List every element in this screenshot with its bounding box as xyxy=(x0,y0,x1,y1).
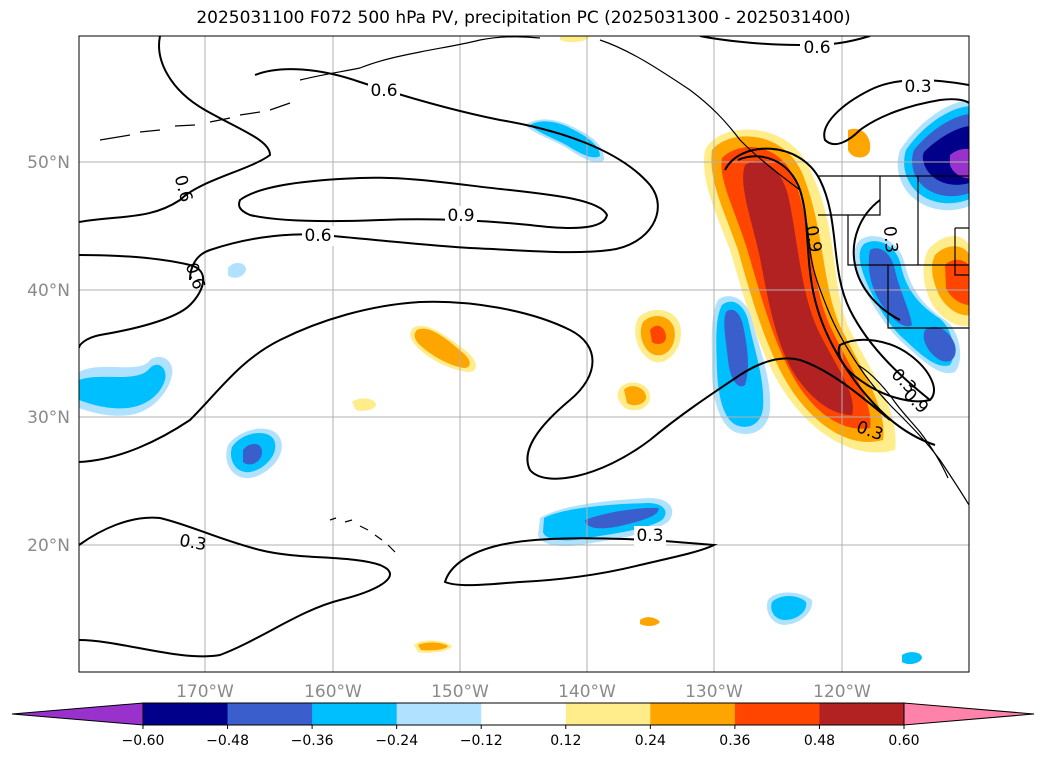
contour-label: 0.3 xyxy=(636,526,663,546)
aleutian-islands xyxy=(99,102,291,141)
contour-labels: 0.6 0.6 0.6 0.6 0.9 0.6 0.3 0.3 0.9 0.3 … xyxy=(170,38,934,555)
pv-contour-0.9-coast xyxy=(737,155,936,446)
colorbar-frame xyxy=(142,702,905,726)
contour-label: 0.6 xyxy=(803,38,830,58)
precip-negative-patch-20 xyxy=(868,248,912,327)
contour-label: 0.9 xyxy=(801,224,825,254)
colorbar-segment xyxy=(481,703,567,725)
lon-label-120w: 120°W xyxy=(813,682,871,702)
lon-label-150w: 150°W xyxy=(431,682,489,702)
pv-contour-0.6-upper xyxy=(189,68,659,281)
lat-label-50n: 50°N xyxy=(27,153,70,173)
lon-label-130w: 130°W xyxy=(685,682,743,702)
colorbar-tick-label: −0.24 xyxy=(375,733,418,749)
map-title: 2025031100 F072 500 hPa PV, precipitatio… xyxy=(196,8,851,28)
precip-negative-patch-16 xyxy=(771,596,807,620)
longitude-labels: 170°W 160°W 150°W 140°W 130°W 120°W xyxy=(176,682,871,702)
precip-positive-patch-16 xyxy=(560,36,590,43)
pv-contour-0.3-south xyxy=(79,516,391,658)
state-border-4 xyxy=(887,265,969,329)
lat-label-20n: 20°N xyxy=(27,536,70,556)
pv-contour-0.6-top xyxy=(699,36,871,47)
precip-positive-patch-15 xyxy=(640,617,660,627)
colorbar-ticks: −0.60 −0.48 −0.36 −0.24 −0.12 0.12 0.24 0.36 0.4… xyxy=(122,725,920,749)
lat-label-30n: 30°N xyxy=(27,408,70,428)
bc-coast xyxy=(599,39,801,191)
precip-positive-patch-12 xyxy=(352,398,376,411)
colorbar: −0.60 −0.48 −0.36 −0.24 −0.12 0.12 0.24 0.36 0.4… xyxy=(11,702,1035,749)
colorbar-tick-label: −0.48 xyxy=(206,733,249,749)
hawaii-islands xyxy=(329,517,396,553)
colorbar-tick-label: 0.48 xyxy=(804,733,835,749)
precip-negative-patch-5 xyxy=(243,443,262,465)
colorbar-extend-left xyxy=(11,702,144,726)
pv-contour-0.6-north xyxy=(79,36,272,223)
precip-positive-patch-14 xyxy=(418,642,448,651)
pv-contour-loop-se xyxy=(837,338,935,403)
colorbar-segment xyxy=(143,703,229,725)
lon-label-140w: 140°W xyxy=(558,682,616,702)
pv-contour-0.6-left xyxy=(79,254,205,349)
pv-contour-0.3-coast xyxy=(724,147,931,401)
colorbar-segments xyxy=(143,703,905,725)
pv-contours xyxy=(79,36,969,658)
pv-contour-0.3-se xyxy=(852,199,901,321)
colorbar-segment xyxy=(396,703,482,725)
state-border-6 xyxy=(954,228,969,276)
precip-negative-patch-14 xyxy=(724,309,748,387)
contour-label: 0.3 xyxy=(879,225,901,254)
colorbar-segment xyxy=(227,703,313,725)
precip-negative-patch-17 xyxy=(902,652,922,665)
colorbar-tick-label: 0.60 xyxy=(888,733,919,749)
precip-positive-coast-048 xyxy=(743,161,853,415)
colorbar-segment xyxy=(650,703,736,725)
pv-contour-0.3-ne xyxy=(823,79,969,146)
lon-label-160w: 160°W xyxy=(304,682,362,702)
colorbar-tick-label: −0.12 xyxy=(460,733,503,749)
coastlines xyxy=(99,36,969,553)
contour-label: 0.6 xyxy=(304,226,331,246)
pv-contour-0.3-main xyxy=(79,300,891,480)
precip-negative-patch-11 xyxy=(585,507,659,529)
colorbar-tick-label: −0.60 xyxy=(122,733,165,749)
map-border xyxy=(78,35,970,673)
state-border-1 xyxy=(818,176,881,216)
colorbar-segment xyxy=(819,703,905,725)
colorbar-segment xyxy=(734,703,820,725)
precip-negative-patch-21 xyxy=(923,326,956,362)
precip-positive-patch-11 xyxy=(414,328,470,368)
colorbar-extend-right xyxy=(903,702,1035,726)
precip-negative-patch-2 xyxy=(79,364,166,409)
precip-negative-patch-6 xyxy=(228,262,246,278)
alaska-coast xyxy=(299,36,541,81)
colorbar-segment xyxy=(565,703,651,725)
lon-label-170w: 170°W xyxy=(176,682,234,702)
colorbar-tick-label: −0.36 xyxy=(291,733,334,749)
contour-label: 0.9 xyxy=(447,206,474,226)
contour-label: 0.3 xyxy=(178,531,208,555)
contour-label: 0.6 xyxy=(370,81,397,101)
precip-negative-patch-26 xyxy=(950,148,969,179)
precip-positive-patch-9 xyxy=(624,386,647,406)
pv-contour-0.3-east xyxy=(443,537,718,587)
precip-positive-patch-7 xyxy=(650,325,667,344)
colorbar-segment xyxy=(312,703,398,725)
baja-coast xyxy=(857,364,949,479)
latitude-labels: 50°N 40°N 30°N 20°N xyxy=(27,153,70,556)
colorbar-tick-label: 0.24 xyxy=(635,733,666,749)
state-border-2 xyxy=(847,215,969,266)
contour-label: 0.3 xyxy=(904,77,931,97)
lat-label-40n: 40°N xyxy=(27,281,70,301)
colorbar-tick-label: 0.12 xyxy=(550,733,581,749)
precip-positive-patch-4 xyxy=(945,259,969,305)
colorbar-tick-label: 0.36 xyxy=(719,733,750,749)
pv-contour-0.9 xyxy=(238,176,609,229)
